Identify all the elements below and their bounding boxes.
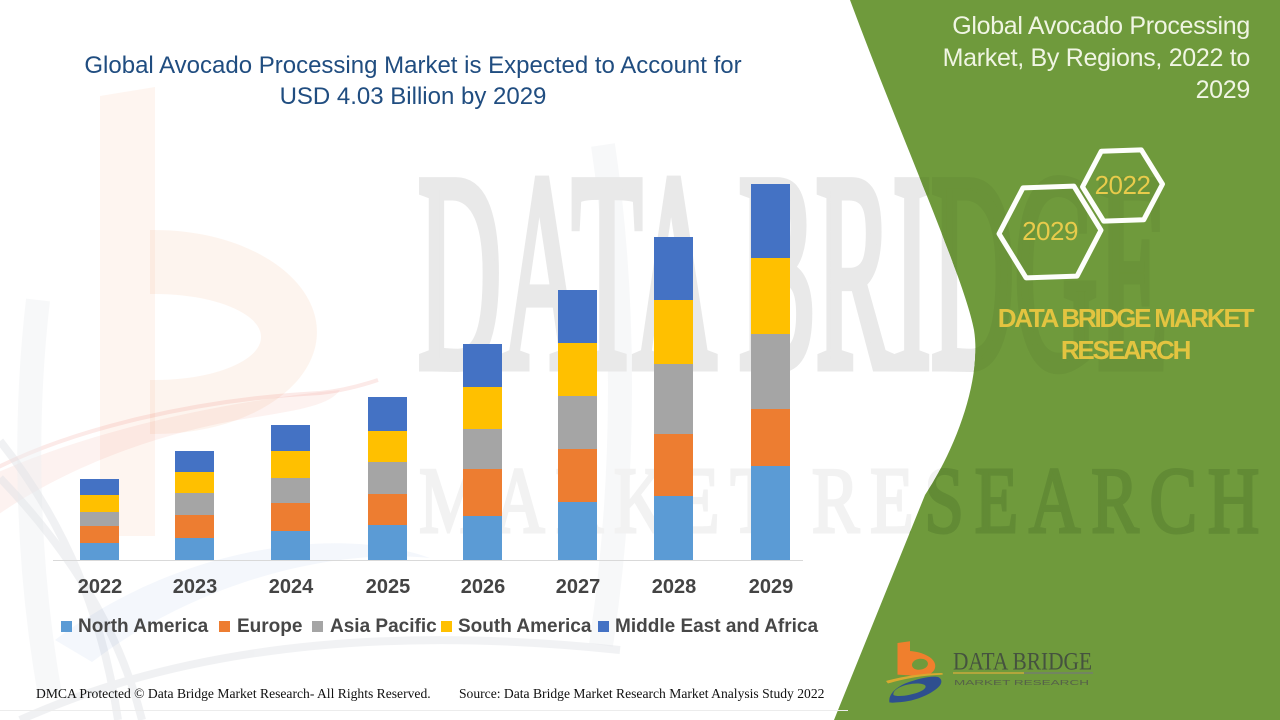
svg-text:2029: 2029 [1022,216,1078,246]
svg-text:MARKET RESEARCH: MARKET RESEARCH [954,678,1089,687]
svg-text:DATA BRIDGE: DATA BRIDGE [953,649,1092,676]
svg-text:2022: 2022 [1095,170,1151,200]
